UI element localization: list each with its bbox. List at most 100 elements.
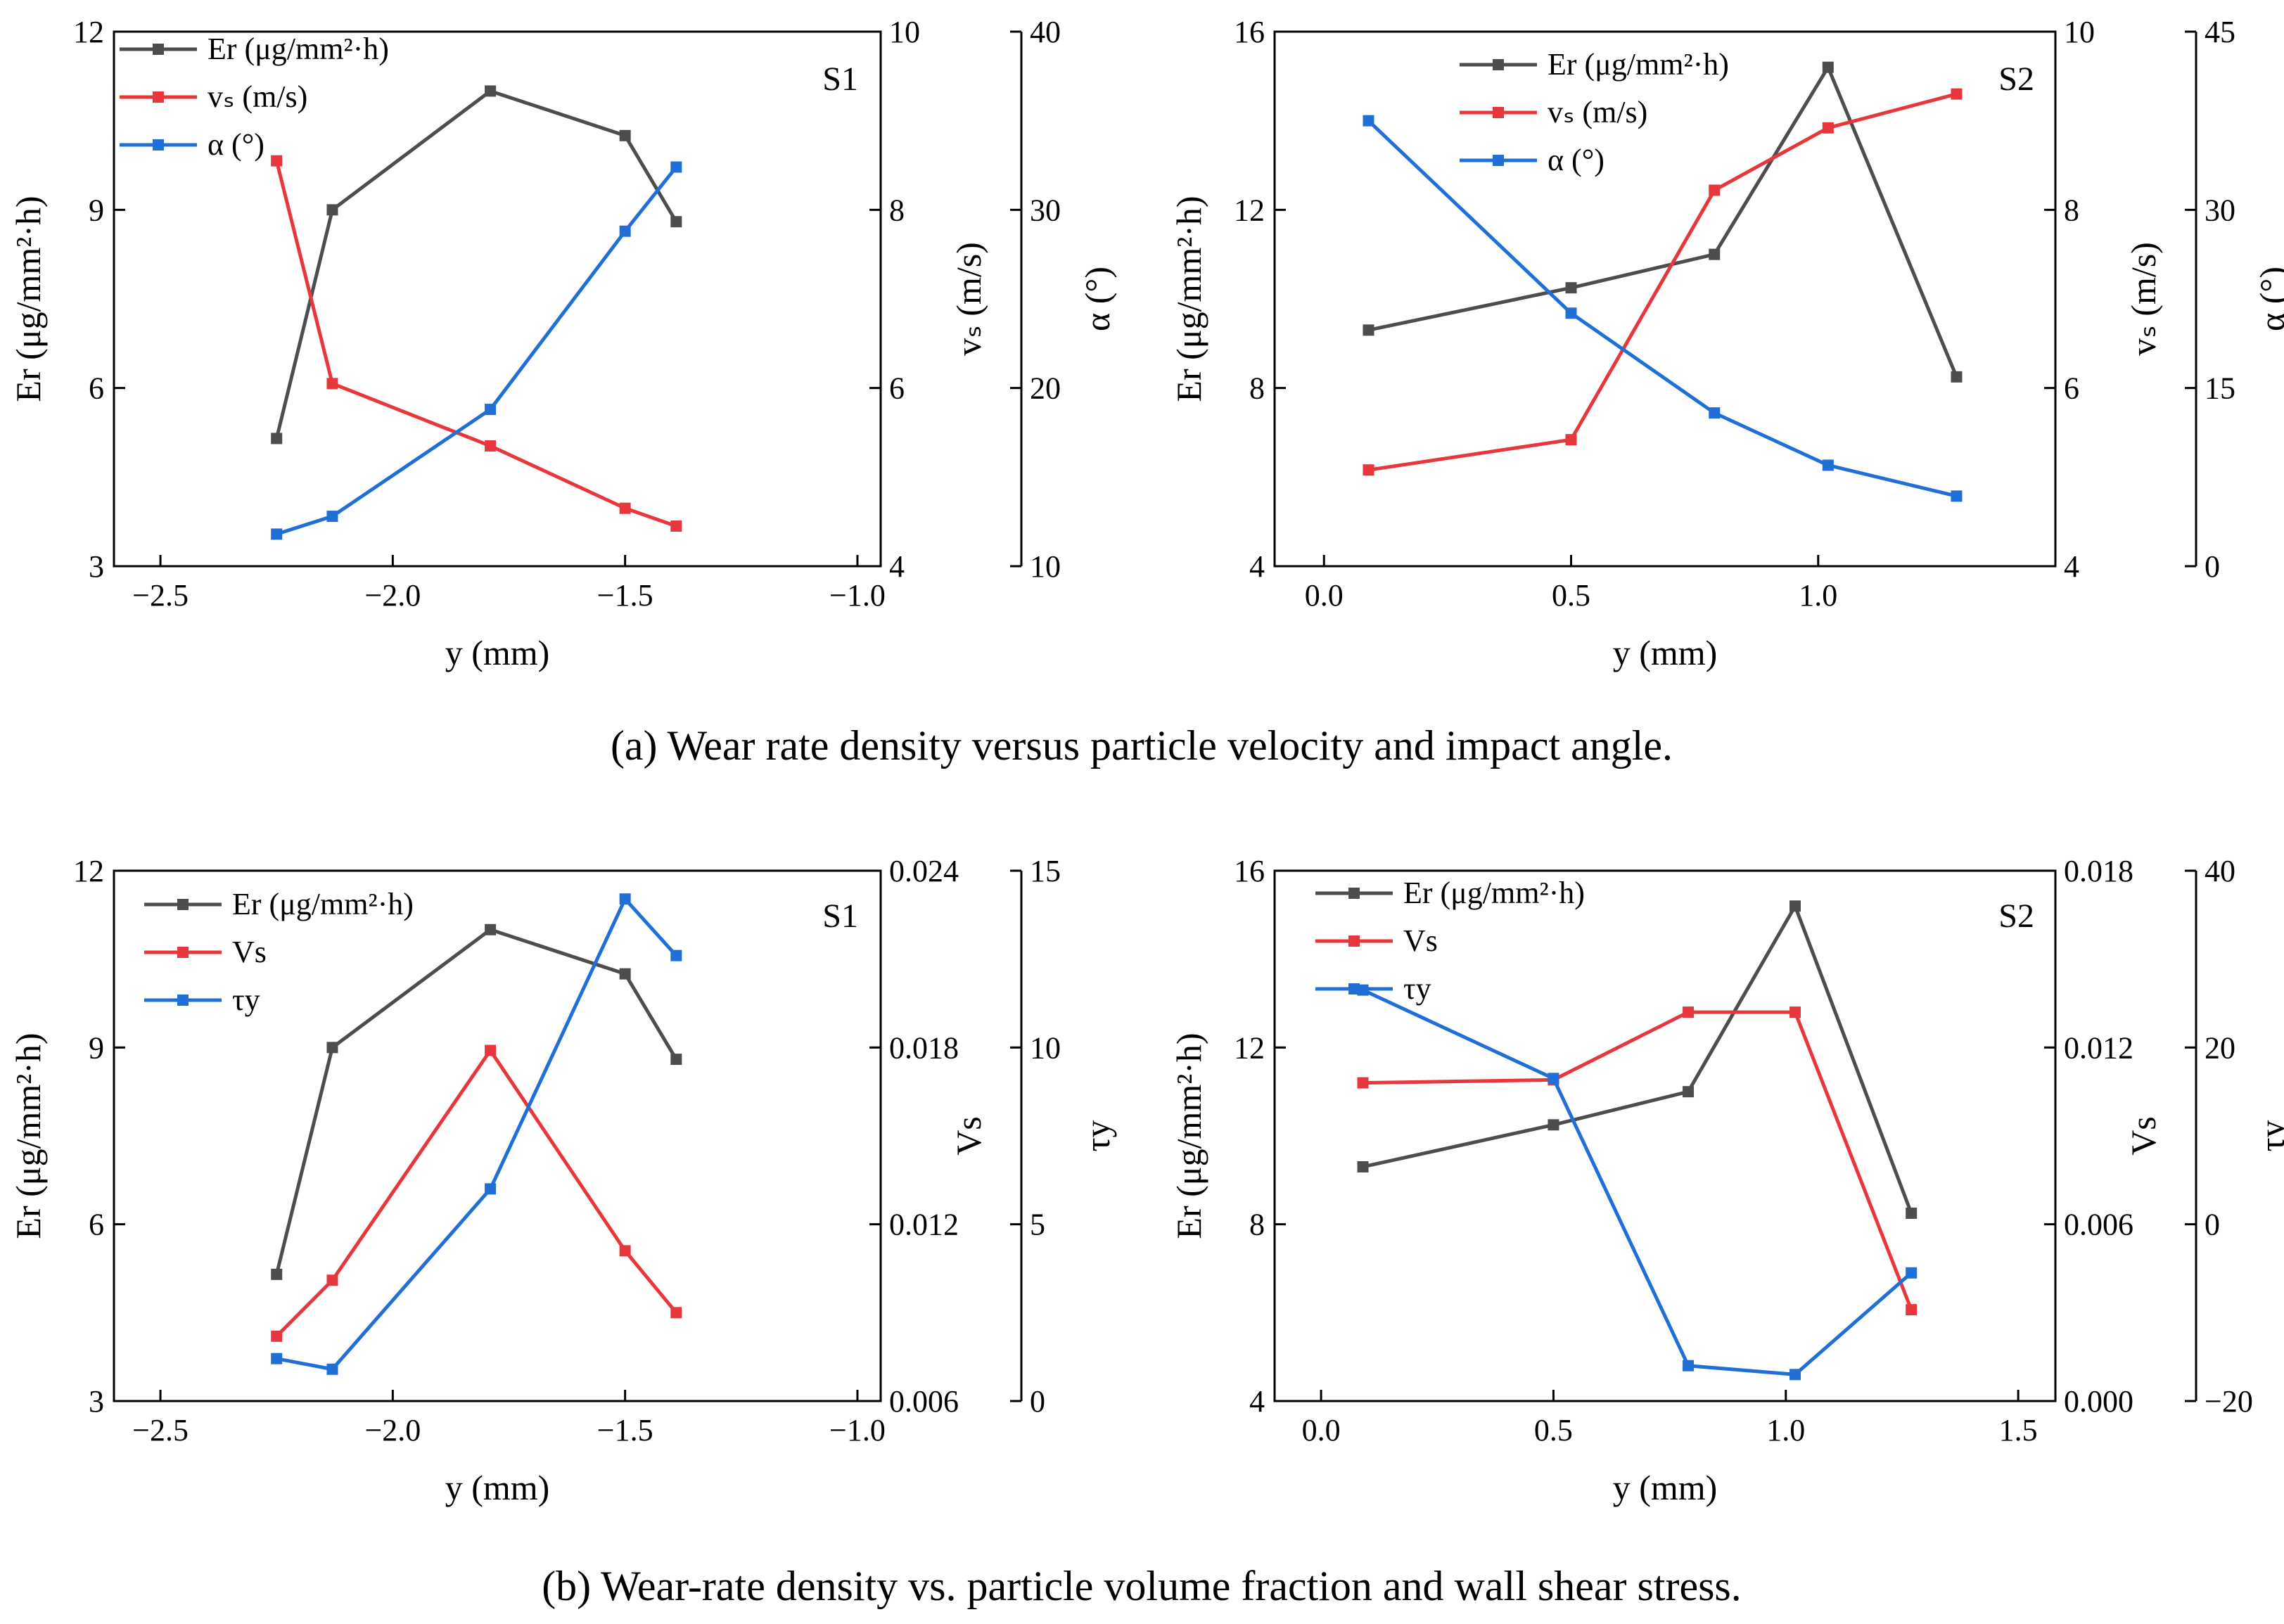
- y-tick-label: 10: [2064, 15, 2095, 49]
- data-point: [271, 155, 283, 167]
- data-point: [670, 161, 682, 173]
- series-line: [1367, 65, 1958, 378]
- legend-label: Er (μg/mm²·h): [1548, 47, 1729, 82]
- legend-marker: [177, 899, 189, 910]
- series-line: [275, 1049, 678, 1338]
- data-point: [326, 511, 338, 523]
- y-axis-label: vₛ (m/s): [949, 242, 988, 356]
- y-tick-label: 16: [1234, 15, 1265, 49]
- data-point: [1565, 307, 1577, 319]
- y-axis-label: τy: [1078, 1120, 1117, 1151]
- x-tick-label: 0.5: [1534, 1413, 1573, 1447]
- y-tick-label: 10: [1030, 549, 1061, 584]
- x-tick-label: −1.0: [829, 578, 886, 613]
- plot-frame: [113, 869, 882, 1402]
- legend-marker: [1348, 935, 1360, 947]
- data-point: [485, 85, 497, 97]
- legend-label: τy: [232, 983, 260, 1017]
- series-line: [1368, 92, 1958, 472]
- x-tick-label: 1.0: [1799, 578, 1837, 613]
- legend-label: Vs: [1403, 923, 1438, 958]
- y-tick-label: 20: [1030, 371, 1061, 406]
- y-tick-label: 45: [2205, 15, 2235, 49]
- data-point: [619, 225, 631, 237]
- data-point: [1906, 1207, 1918, 1219]
- y-tick-label: 3: [89, 549, 104, 584]
- data-point: [1363, 464, 1374, 476]
- data-point: [1363, 115, 1374, 127]
- data-point: [326, 1274, 338, 1286]
- y-tick-label: −20: [2205, 1384, 2253, 1419]
- data-point: [1951, 490, 1963, 502]
- y-tick-label: 4: [2064, 549, 2079, 584]
- y-tick-label: 16: [1234, 854, 1265, 888]
- y-tick-label: 0: [1030, 1384, 1045, 1419]
- chart-panel-b-s2: 0.0 0.5 1.0 1.5 y (mm) 4 8 12 16 Er (μg/mm²·h) 0.0…: [1169, 854, 2284, 1507]
- x-tick-label: 1.5: [1999, 1413, 2038, 1447]
- data-point: [271, 1330, 283, 1342]
- panel-tag: S1: [822, 897, 858, 935]
- legend-marker: [1493, 155, 1504, 166]
- series-line: [276, 165, 678, 536]
- legend-marker: [153, 139, 164, 151]
- y-axis-label: Vs: [949, 1116, 988, 1156]
- y-tick-label: 12: [1234, 1030, 1265, 1065]
- panel-tag: S2: [1998, 60, 2034, 98]
- data-point: [1548, 1073, 1559, 1085]
- legend-label: α (°): [1548, 143, 1604, 177]
- legend-marker: [1348, 983, 1360, 995]
- data-point: [1906, 1304, 1918, 1316]
- y-tick-label: 12: [1234, 193, 1265, 227]
- y-tick-label: 9: [89, 193, 104, 227]
- y-tick-label: 6: [89, 371, 104, 406]
- data-point: [1906, 1267, 1918, 1279]
- data-point: [1951, 88, 1963, 100]
- plot-frame: [1273, 30, 2057, 568]
- data-point: [1357, 1077, 1369, 1089]
- panel-tag: S2: [1998, 897, 2034, 935]
- legend-label: vₛ (m/s): [1548, 95, 1647, 129]
- y-tick-label: 0.012: [889, 1208, 959, 1242]
- x-axis-label: y (mm): [445, 1468, 550, 1507]
- y-tick-label: 0.018: [2064, 854, 2133, 888]
- y-tick-label: 6: [2064, 371, 2079, 406]
- x-tick-label: −1.5: [597, 578, 653, 613]
- chart-panel-b-s1: −2.5 −2.0 −1.5 −1.0 y (mm) 3 6 9 12 Er (μg/mm²·h)…: [8, 854, 1117, 1507]
- x-tick-label: 0.0: [1302, 1413, 1341, 1447]
- chart-panel-a-s2: 0.0 0.5 1.0 y (mm) 4 8 12 16 Er (μg/mm²·h) 4 6 8 10 v…: [1169, 15, 2284, 672]
- y-tick-label: 3: [89, 1384, 104, 1419]
- legend-label: Vs: [232, 935, 267, 969]
- x-tick-label: −2.5: [132, 578, 189, 613]
- y-tick-label: 0.018: [889, 1030, 959, 1065]
- legend-label: α (°): [208, 127, 264, 162]
- y-tick-label: 40: [2205, 854, 2235, 888]
- y-tick-label: 0: [2205, 549, 2220, 584]
- data-point: [1565, 434, 1577, 446]
- data-point: [670, 1054, 682, 1066]
- data-point: [485, 923, 497, 935]
- caption-a: (a) Wear rate density versus particle ve…: [611, 722, 1673, 769]
- data-point: [271, 1268, 283, 1280]
- y-tick-label: 4: [1249, 1384, 1265, 1419]
- panel-tag: S1: [822, 60, 858, 98]
- data-point: [271, 433, 283, 445]
- data-point: [1951, 371, 1963, 383]
- y-axis-label: Vs: [2124, 1116, 2163, 1156]
- data-point: [619, 893, 631, 905]
- y-tick-label: 4: [889, 549, 905, 584]
- legend-marker: [1493, 107, 1504, 118]
- y-tick-label: 8: [889, 193, 905, 227]
- data-point: [1683, 1006, 1695, 1018]
- legend-label: Er (μg/mm²·h): [232, 887, 414, 921]
- data-point: [1548, 1119, 1559, 1131]
- series-line: [1363, 1010, 1913, 1311]
- data-point: [326, 204, 338, 216]
- y-tick-label: 6: [889, 371, 905, 406]
- data-point: [485, 404, 497, 416]
- legend-marker: [1493, 59, 1504, 70]
- y-tick-label: 9: [89, 1030, 104, 1065]
- caption-b: (b) Wear-rate density vs. particle volum…: [542, 1563, 1742, 1609]
- data-point: [670, 1307, 682, 1319]
- data-point: [619, 502, 631, 514]
